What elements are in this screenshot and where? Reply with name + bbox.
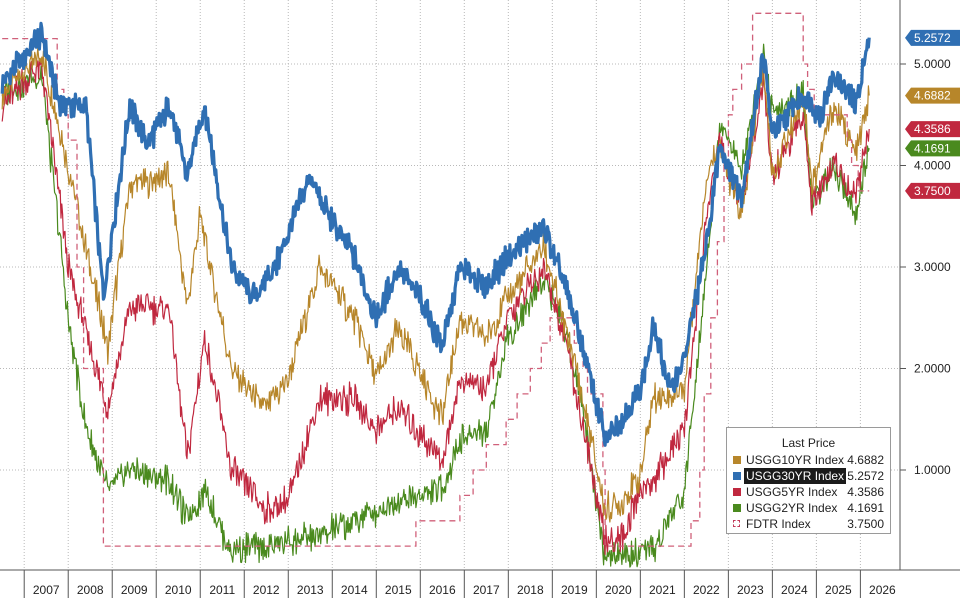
legend-swatch (733, 488, 741, 496)
series-line-usgg30yr (0, 21, 871, 447)
y-tick-label: 2.0000 (914, 362, 951, 376)
tag-box (905, 121, 960, 138)
legend-label: USGG10YR Index (746, 453, 845, 467)
legend-label: USGG30YR Index (744, 468, 847, 484)
legend-item-fdtr: FDTR Index 3.7500 (727, 516, 890, 532)
x-tick-label: 2010 (165, 583, 192, 597)
x-tick-label: 2019 (561, 583, 588, 597)
last-price-tags: 4.6882 5.2572 4.3586 4.1691 3.7500 (905, 29, 960, 199)
y-tick-label: 1.0000 (914, 463, 951, 477)
tag-usgg5yr: 4.3586 (905, 121, 960, 138)
x-tick-label: 2016 (429, 583, 456, 597)
legend-item-usgg2yr: USGG2YR Index 4.1691 (727, 500, 890, 516)
tag-box (905, 29, 960, 46)
tag-box (905, 87, 960, 104)
series-line-usgg2yr (1, 43, 870, 568)
x-tick-label: 2009 (121, 583, 148, 597)
legend-value: 4.6882 (847, 453, 884, 467)
legend-title: Last Price (781, 436, 836, 450)
legend-item-usgg30yr: USGG30YR Index 5.2572 (727, 468, 890, 484)
x-tick-label: 2013 (297, 583, 324, 597)
legend-swatch (733, 520, 740, 527)
legend-label: USGG5YR Index (746, 485, 838, 499)
x-tick-label: 2011 (209, 583, 235, 597)
legend-value: 3.7500 (847, 517, 884, 531)
x-tick-label: 2022 (693, 583, 720, 597)
tag-usgg2yr: 4.1691 (905, 140, 960, 157)
legend-item-usgg10yr: USGG10YR Index 4.6882 (727, 452, 890, 468)
legend-label: FDTR Index (746, 517, 811, 531)
series-line-fdtr (2, 12, 870, 547)
legend-swatch (733, 472, 741, 480)
x-tick-label: 2026 (869, 583, 896, 597)
legend-value: 4.3586 (847, 485, 884, 499)
tag-value: 4.1691 (914, 141, 951, 155)
x-tick-label: 2018 (517, 583, 544, 597)
x-tick-label: 2008 (77, 583, 104, 597)
legend-swatch (733, 504, 741, 512)
x-tick-label: 2017 (473, 583, 500, 597)
legend-label: USGG2YR Index (746, 501, 838, 515)
tag-value: 4.3586 (914, 122, 951, 136)
legend: Last Price USGG10YR Index 4.6882 USGG30Y… (726, 427, 891, 534)
x-tick-label: 2021 (649, 583, 676, 597)
tag-box (905, 182, 960, 199)
tag-fdtr: 3.7500 (905, 182, 960, 199)
legend-item-usgg5yr: USGG5YR Index 4.3586 (727, 484, 890, 500)
x-tick-label: 2015 (385, 583, 412, 597)
x-tick-label: 2025 (825, 583, 852, 597)
tag-value: 5.2572 (914, 31, 951, 45)
tag-usgg30yr: 5.2572 (905, 29, 960, 46)
legend-value: 5.2572 (847, 469, 884, 483)
legend-swatch (733, 456, 741, 464)
legend-value: 4.1691 (847, 501, 884, 515)
tag-value: 4.6882 (914, 89, 951, 103)
x-tick-label: 2023 (737, 583, 764, 597)
tag-box (905, 140, 960, 157)
tag-usgg10yr: 4.6882 (905, 87, 960, 104)
y-tick-label: 5.0000 (914, 57, 951, 71)
x-tick-label: 2012 (253, 583, 280, 597)
x-tick-label: 2024 (781, 583, 808, 597)
x-tick-label: 2020 (605, 583, 632, 597)
x-tick-label: 2014 (341, 583, 368, 597)
x-tick-label: 2007 (33, 583, 60, 597)
series-layer (0, 12, 871, 568)
y-tick-label: 3.0000 (914, 260, 951, 274)
y-tick-label: 4.0000 (914, 159, 951, 173)
tag-value: 3.7500 (914, 184, 951, 198)
